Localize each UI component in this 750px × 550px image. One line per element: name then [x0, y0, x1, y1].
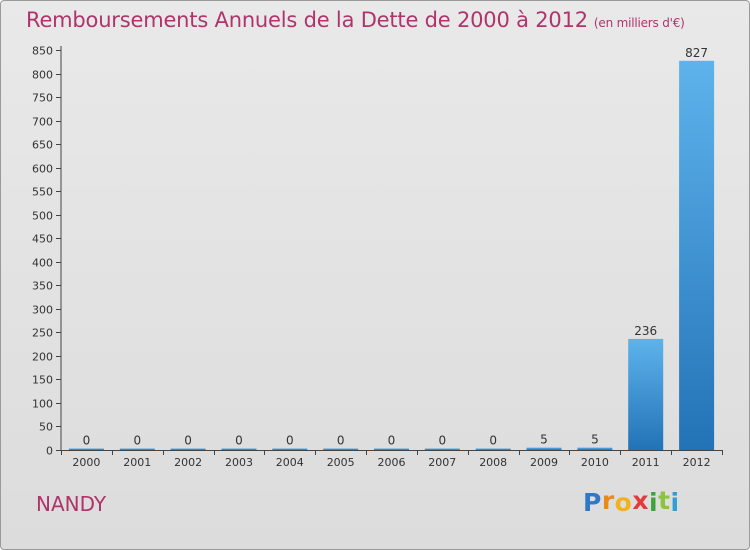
bar	[119, 448, 155, 450]
y-tick-label: 300	[32, 304, 53, 317]
bar	[272, 448, 308, 450]
y-tick-label: 750	[32, 92, 53, 105]
logo-letter: t	[658, 486, 671, 515]
x-tick-label: 2010	[581, 456, 609, 469]
bar	[323, 448, 359, 450]
y-tick-label: 200	[32, 351, 53, 364]
y-tick-label: 0	[46, 445, 53, 458]
x-tick-label: 2009	[530, 456, 558, 469]
data-label: 0	[489, 434, 497, 448]
data-label: 0	[388, 434, 396, 448]
x-tick-label: 2011	[632, 456, 660, 469]
chart-subtitle: (en milliers d'€)	[593, 16, 685, 30]
chart-title-text: Remboursements Annuels de la Dette de 20…	[26, 8, 588, 32]
x-tick-label: 2007	[428, 456, 456, 469]
x-tick-label: 2006	[378, 456, 406, 469]
logo-letter: i	[670, 488, 680, 517]
data-label: 0	[235, 434, 243, 448]
data-label: 0	[133, 434, 141, 448]
bar	[679, 60, 715, 451]
y-tick-label: 800	[32, 69, 53, 82]
logo-letter: P	[583, 488, 602, 517]
bar	[526, 447, 562, 450]
y-tick-label: 100	[32, 398, 53, 411]
data-label: 236	[634, 324, 657, 338]
logo-letter: x	[632, 486, 649, 515]
city-name: NANDY	[36, 492, 107, 516]
bar	[221, 448, 257, 450]
data-label: 0	[337, 434, 345, 448]
x-tick-label: 2008	[479, 456, 507, 469]
x-tick-label: 2004	[276, 456, 304, 469]
data-label: 0	[286, 434, 294, 448]
bar	[475, 448, 511, 450]
y-tick-label: 350	[32, 280, 53, 293]
logo-letter: r	[601, 486, 615, 515]
y-tick-label: 650	[32, 139, 53, 152]
bar	[577, 447, 613, 450]
y-tick-label: 150	[32, 374, 53, 387]
y-tick-label: 850	[32, 45, 53, 58]
data-label: 5	[540, 433, 548, 447]
data-label: 0	[184, 434, 192, 448]
bar	[374, 448, 409, 450]
y-tick-label: 400	[32, 257, 53, 270]
data-label: 5	[591, 433, 599, 447]
y-tick-label: 550	[32, 186, 53, 199]
x-tick-label: 2005	[327, 456, 355, 469]
data-label: 827	[685, 46, 708, 60]
bar	[628, 338, 664, 450]
x-tick-label: 2002	[174, 456, 202, 469]
chart-title: Remboursements Annuels de la Dette de 20…	[26, 8, 685, 32]
x-tick-label: 2000	[72, 456, 100, 469]
x-tick-label: 2012	[683, 456, 711, 469]
y-tick-label: 600	[32, 163, 53, 176]
bar	[68, 448, 104, 450]
y-tick-label: 450	[32, 233, 53, 246]
data-label: 0	[438, 434, 446, 448]
bar	[424, 448, 460, 450]
y-tick-label: 500	[32, 210, 53, 223]
y-tick-label: 250	[32, 327, 53, 340]
proxiti-logo[interactable]: Proxiti	[583, 486, 680, 517]
x-tick-label: 2001	[123, 456, 151, 469]
y-tick-label: 700	[32, 116, 53, 129]
logo-letter: i	[649, 488, 659, 517]
y-tick-label: 50	[39, 421, 53, 434]
logo-letter: o	[614, 488, 633, 517]
x-tick-label: 2003	[225, 456, 253, 469]
data-label: 0	[83, 434, 91, 448]
bar	[170, 448, 206, 450]
